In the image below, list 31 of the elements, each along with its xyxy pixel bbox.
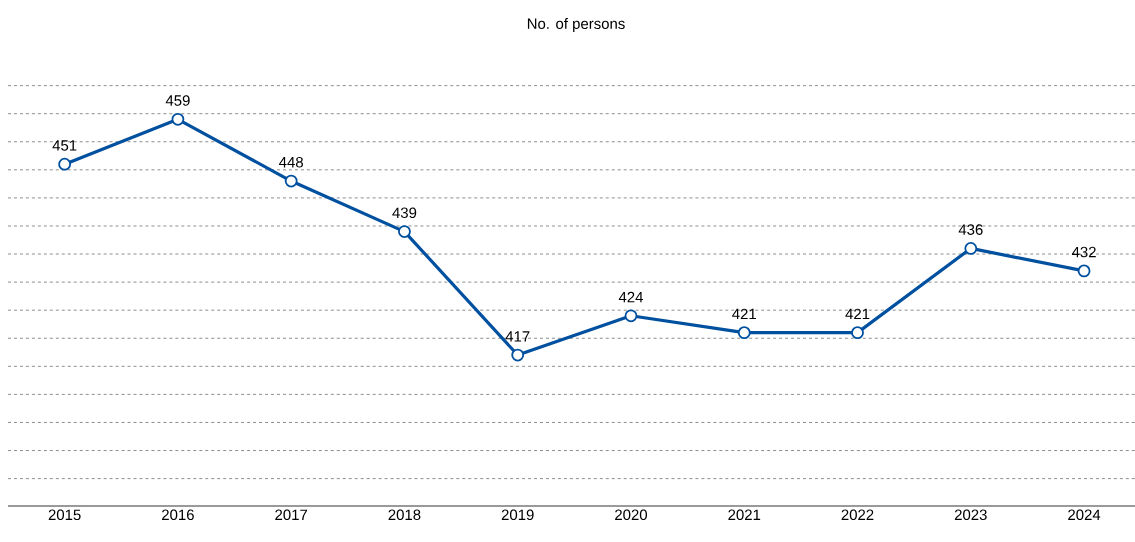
data-label: 424 [618, 291, 644, 303]
data-label: 421 [732, 308, 756, 320]
x-tick-label: 2020 [615, 509, 648, 521]
point [964, 242, 978, 255]
chart-title: No. of persons [527, 18, 625, 32]
x-tick-label: 2015 [48, 509, 81, 521]
x-tick-label: 2022 [841, 509, 874, 521]
x-tick-label: 2024 [1068, 509, 1101, 521]
x-tick-label: 2018 [388, 509, 421, 521]
point [624, 309, 638, 323]
data-label: 421 [845, 308, 870, 320]
x-tick-label: 2019 [501, 509, 534, 521]
data-label: 432 [1071, 246, 1096, 258]
point [851, 326, 864, 340]
point [171, 112, 185, 126]
data-label: 436 [958, 224, 983, 235]
data-label: 439 [392, 207, 417, 219]
point [284, 174, 298, 188]
point [58, 157, 72, 171]
point [737, 326, 751, 340]
point [398, 225, 411, 238]
point [511, 348, 525, 362]
data-label: 417 [505, 331, 530, 342]
point [1077, 264, 1091, 278]
data-label: 448 [279, 156, 303, 168]
data-label: 451 [52, 140, 77, 151]
x-tick-label: 2016 [162, 509, 194, 521]
x-tick-label: 2023 [954, 509, 987, 521]
x-tick-label: 2021 [728, 509, 761, 521]
x-tick-label: 2017 [275, 509, 308, 521]
data-label: 459 [165, 95, 190, 106]
